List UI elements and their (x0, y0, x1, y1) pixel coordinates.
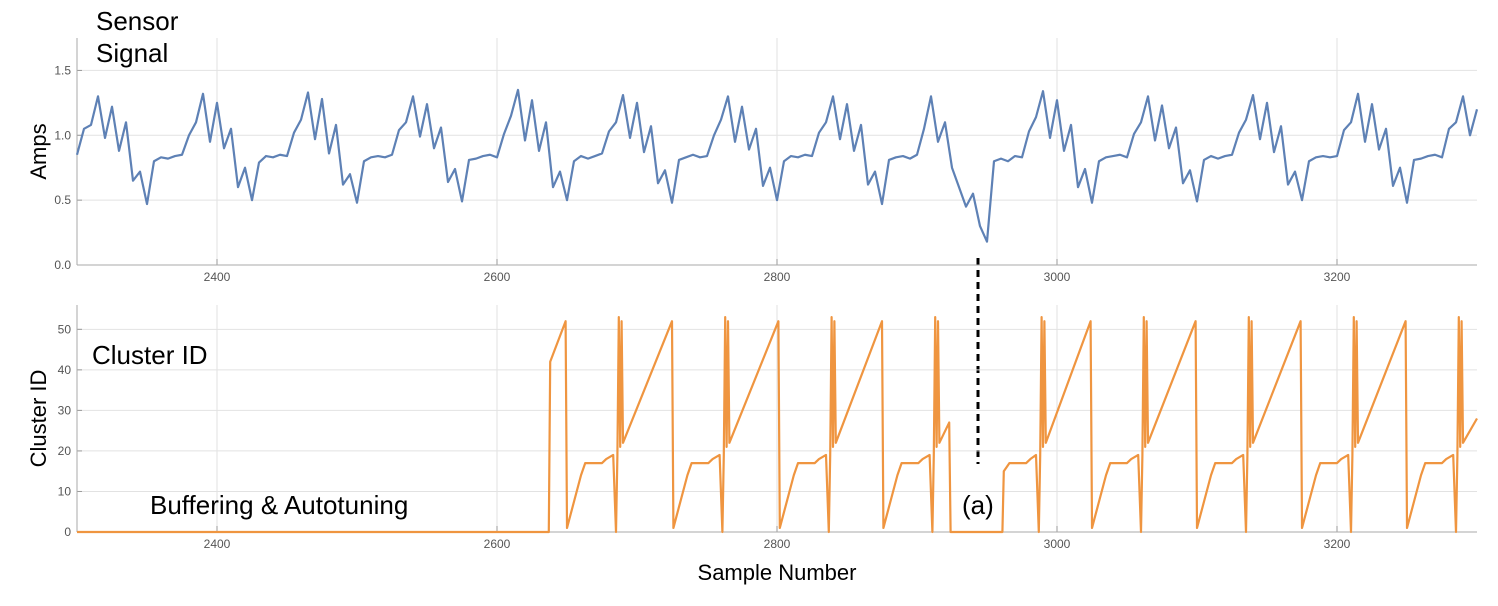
y-tick-label: 30 (58, 403, 72, 417)
y-tick-label: 40 (58, 363, 72, 377)
y-axis-label: Cluster ID (26, 370, 51, 468)
y-tick-label: 1.0 (54, 128, 71, 142)
y-axis-label: Amps (26, 123, 51, 179)
chart-title: Sensor (96, 6, 179, 36)
y-tick-label: 0 (64, 525, 71, 539)
x-tick-label: 2800 (764, 270, 791, 284)
x-tick-label: 2400 (204, 270, 231, 284)
y-tick-label: 20 (58, 444, 72, 458)
data-line (75, 88, 1479, 243)
chart-title: Cluster ID (92, 340, 208, 370)
chart-title: Signal (96, 38, 168, 68)
y-tick-label: 1.5 (54, 63, 71, 77)
data-line (77, 316, 1478, 534)
y-tick-label: 0.0 (54, 258, 71, 272)
x-axis-label: Sample Number (698, 560, 857, 585)
y-tick-label: 0.5 (54, 193, 71, 207)
y-tick-label: 50 (58, 322, 72, 336)
annotation: Buffering & Autotuning (150, 490, 408, 520)
x-tick-label: 2600 (484, 537, 511, 551)
x-tick-label: 3000 (1044, 537, 1071, 551)
x-tick-label: 3200 (1324, 270, 1351, 284)
x-tick-label: 3000 (1044, 270, 1071, 284)
x-tick-label: 2600 (484, 270, 511, 284)
y-tick-label: 10 (58, 484, 72, 498)
x-tick-label: 3200 (1324, 537, 1351, 551)
x-tick-label: 2400 (204, 537, 231, 551)
x-tick-label: 2800 (764, 537, 791, 551)
annotation: (a) (962, 490, 994, 520)
